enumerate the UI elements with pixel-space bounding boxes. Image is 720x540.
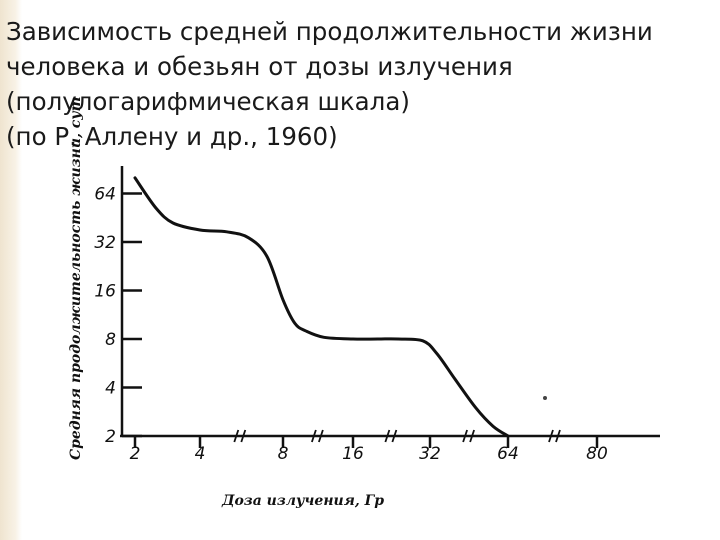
y-tick-label: 16 — [94, 282, 116, 302]
y-tick-label: 8 — [105, 330, 116, 350]
chart-axes — [120, 166, 660, 438]
axis-break-mark — [240, 429, 247, 443]
axis-break-mark — [555, 429, 561, 443]
axis-break-mark — [318, 429, 324, 443]
axis-break-mark — [311, 429, 317, 443]
series-line-survival — [133, 176, 510, 438]
axis-break-marks — [233, 429, 561, 443]
x-ticks: 2 4 8 16 32 64 80 — [130, 436, 608, 464]
title-line-4: (по Р. Аллену и др., 1960) — [6, 122, 338, 151]
y-axis-label: Средняя продолжительность жизни, сут — [68, 97, 84, 460]
y-tick-label: 2 — [105, 427, 116, 447]
x-tick-label: 16 — [342, 444, 364, 464]
slide-title: Зависимость средней продолжительности жи… — [6, 14, 711, 154]
axis-break-mark — [384, 429, 391, 443]
y-tick-label: 64 — [94, 185, 116, 205]
x-axis-label: Доза излучения, Гр — [221, 493, 384, 509]
y-tick-label: 32 — [94, 233, 116, 253]
title-line-3: (полулогарифмическая шкала) — [6, 87, 410, 116]
y-tick-label: 4 — [105, 379, 116, 399]
x-tick-label: 8 — [278, 444, 289, 464]
y-ticks: 2 4 8 16 32 64 — [94, 185, 142, 447]
axis-break-mark — [233, 429, 240, 443]
slide-left-accent — [0, 0, 22, 540]
title-line-2: человека и обезьян от дозы излучения — [6, 52, 513, 81]
axis-break-mark — [391, 429, 398, 443]
x-tick-label: 4 — [195, 444, 206, 464]
x-tick-label: 32 — [419, 444, 441, 464]
x-tick-label: 2 — [130, 444, 141, 464]
title-line-1: Зависимость средней продолжительности жи… — [6, 17, 653, 46]
axis-break-mark — [469, 429, 475, 443]
axis-break-mark — [462, 429, 468, 443]
axis-break-mark — [548, 429, 554, 443]
x-tick-label: 80 — [586, 444, 608, 464]
x-tick-label: 64 — [497, 444, 519, 464]
stray-dot — [543, 396, 547, 400]
